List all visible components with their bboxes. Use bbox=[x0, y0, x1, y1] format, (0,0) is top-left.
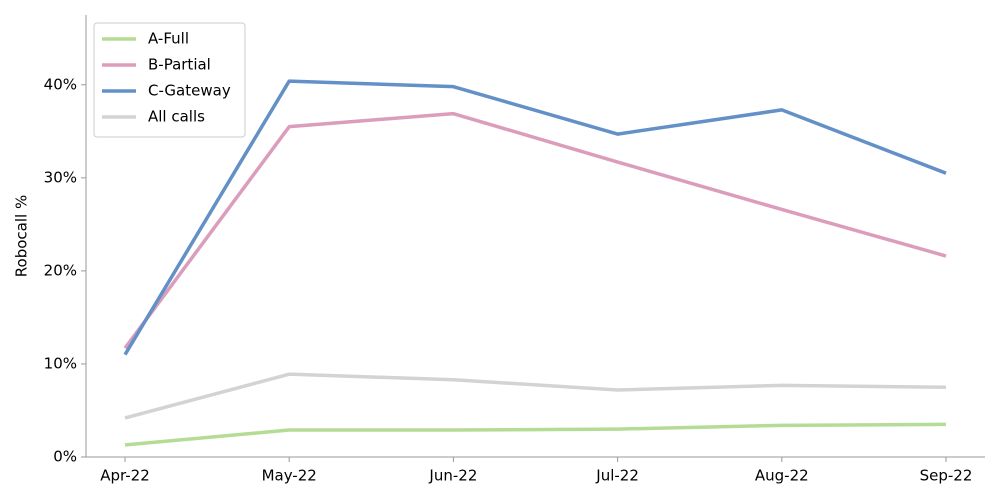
series-line bbox=[123, 111, 947, 350]
legend-label: A-Full bbox=[148, 30, 189, 48]
legend-label: B-Partial bbox=[148, 56, 211, 74]
series-line bbox=[124, 372, 947, 420]
x-tick-label: Jun-22 bbox=[428, 467, 477, 485]
x-tick-label: May-22 bbox=[262, 467, 317, 485]
x-tick-label: Apr-22 bbox=[100, 467, 150, 485]
legend-box bbox=[93, 22, 246, 138]
x-tick-label: Aug-22 bbox=[755, 467, 809, 485]
x-tick-label: Jul-22 bbox=[595, 467, 639, 485]
y-tick-label: 20% bbox=[44, 261, 77, 279]
legend-label: All calls bbox=[148, 108, 205, 126]
y-tick-label: 40% bbox=[44, 75, 77, 93]
y-tick-label: 0% bbox=[53, 448, 77, 466]
series-line bbox=[124, 422, 947, 447]
legend-label: C-Gateway bbox=[148, 82, 231, 100]
x-tick-label: Sep-22 bbox=[920, 467, 973, 485]
y-axis-label: Robocall % bbox=[13, 195, 31, 277]
y-tick-label: 30% bbox=[44, 168, 77, 186]
y-tick-label: 10% bbox=[44, 354, 77, 372]
series-line bbox=[123, 79, 947, 356]
